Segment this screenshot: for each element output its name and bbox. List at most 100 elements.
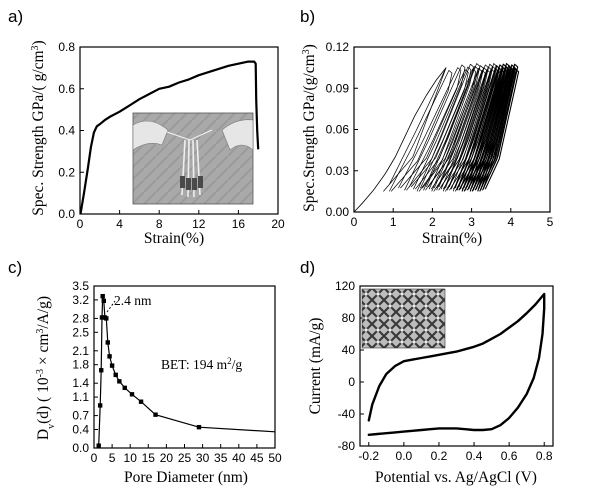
panel-b-x-tick-label: 2: [429, 215, 436, 229]
panel-c-x-tick-label: 30: [196, 451, 210, 465]
panel-a-x-tick-label: 12: [192, 217, 206, 231]
panel-c-y-tick-label: 2.1: [72, 344, 89, 358]
panel-c-x-tick-label: 25: [178, 451, 192, 465]
panel-b-y-tick-label: 0.03: [326, 164, 350, 178]
panel-c-x-tick-label: 40: [232, 451, 246, 465]
panel-c-data-point: [107, 354, 112, 359]
panel-c-data-point: [105, 340, 110, 345]
panel-d-y-tick-label: 40: [342, 343, 356, 357]
panel-b-axes-frame: [353, 46, 551, 213]
panel-d-axes-frame: [359, 285, 554, 447]
panel-c-data-point: [109, 363, 115, 368]
panel-b-x-ticks: 0 1 2 3 4 5: [351, 208, 554, 229]
panel-b-x-tick-label: 4: [507, 215, 514, 229]
panel-d-x-tick-label: 0.4: [466, 449, 483, 463]
panel-c-x-tick-label: 50: [268, 451, 282, 465]
panel-c-y-tick-label: 3.2: [72, 293, 89, 307]
panel-b-x-tick-label: 3: [468, 215, 475, 229]
panel-b-first-cycle-loop: [383, 67, 447, 192]
panel-b-cycle-loop: [398, 67, 462, 189]
panel-a-inset-photo: [132, 112, 254, 205]
panel-c-data-point: [101, 298, 106, 304]
panel-c-x-tick-label: 0: [91, 451, 98, 465]
panel-b-y-tick-label: 0.00: [326, 205, 350, 219]
panel-b-y-tick-label: 0.12: [326, 40, 350, 54]
panel-a-stress-strain-curve: [79, 60, 260, 215]
panel-c-data-point: [100, 293, 105, 299]
panel-d-x-tick-label: -0.2: [358, 449, 379, 463]
panel-b-x-tick-label: 0: [351, 215, 358, 229]
panel-c-data-point: [138, 399, 144, 404]
panel-d-y-axis-title: Current (mA/g): [307, 318, 324, 415]
panel-c-data-point: [96, 443, 101, 448]
panel-b-y-axis-title: Spec.Strength GPa/(g/cm3): [301, 44, 319, 212]
panel-c-x-tick-label: 20: [160, 451, 174, 465]
panel-c-x-tick-label: 10: [124, 451, 138, 465]
panel-c-y-tick-label: 1.1: [72, 390, 89, 404]
panel-b-y-tick-label: 0.06: [326, 123, 350, 137]
panel-b-x-tick-label: 1: [390, 215, 397, 229]
panel-b-label: b): [300, 7, 315, 26]
panel-c-label: c): [8, 258, 22, 277]
panel-d-cv-curve: [367, 292, 546, 436]
panel-c-series: [96, 293, 276, 448]
panel-d-chart: d) -80 -40 0 40 80 120 -0.2 0.0 0.2 0.4 0.6 0.8 Po…: [300, 258, 554, 486]
panel-b-chart: b) 0.00 0.03 0.06 0.09 0.12 0 1 2 3 4 5 Strain(%)…: [300, 7, 554, 247]
panel-c-data-point: [117, 379, 122, 384]
panel-b-x-axis-title: Strain(%): [422, 230, 482, 247]
panel-d-y-ticks: -80 -40 0 40 80 120: [335, 279, 364, 453]
panel-d-y-tick-label: 120: [335, 279, 355, 293]
panel-a-x-tick-label: 8: [156, 217, 163, 231]
panel-b-cycle-loop: [388, 70, 453, 192]
panel-a-y-ticks: 0.0 0.2 0.4 0.6 0.8: [58, 40, 84, 221]
panel-a-label: a): [8, 7, 23, 26]
panel-c-y-tick-label: 3.5: [72, 279, 89, 293]
panel-d-x-tick-label: 0.2: [431, 449, 448, 463]
panel-a-series: [79, 60, 260, 215]
panel-c-y-tick-label: 0.0: [72, 441, 89, 455]
panel-d-x-tick-label: 0.8: [536, 449, 553, 463]
panel-b-y-ticks: 0.00 0.03 0.06 0.09 0.12: [326, 40, 358, 219]
panel-d-label: d): [300, 258, 315, 277]
panel-a-y-tick-label: 0.2: [58, 165, 75, 179]
panel-b-initial-loading-curve: [353, 67, 447, 213]
panel-a-x-tick-label: 20: [271, 217, 285, 231]
panel-a-y-tick-label: 0.0: [58, 207, 75, 221]
panel-c-y-axis-title: Dv(d) ( 10-3 × cm3/A/g): [35, 296, 57, 440]
panel-d-series: [367, 292, 546, 436]
panel-c-data-point: [99, 315, 105, 320]
panel-c-data-point: [97, 403, 103, 408]
panel-c-y-tick-label: 0.4: [72, 422, 89, 436]
panel-d-y-tick-label: -80: [338, 439, 356, 453]
panel-c-y-tick-label: 1.4: [72, 376, 89, 390]
panel-a-x-axis-title: Strain(%): [144, 230, 204, 247]
panel-a-y-tick-label: 0.4: [58, 124, 75, 138]
panel-b-cycle-loop: [482, 68, 520, 190]
panel-c-y-tick-label: 2.5: [72, 325, 89, 339]
panel-b-cycle-loop: [481, 63, 519, 188]
panel-c-x-tick-label: 45: [250, 451, 264, 465]
panel-a-x-ticks: 0 4 8 12 16 20: [77, 210, 285, 231]
panel-c-data-point: [122, 385, 127, 391]
panel-a-axes-frame: [79, 46, 279, 215]
panel-d-x-ticks: -0.2 0.0 0.2 0.4 0.6 0.8: [358, 442, 553, 463]
panel-c-axes-frame: [93, 285, 276, 449]
panel-c-x-axis-title: Pore Diameter (nm): [124, 469, 248, 486]
panel-d-x-tick-label: 0.6: [501, 449, 518, 463]
panel-c-data-point: [99, 368, 104, 373]
panel-c-y-ticks: 0.0 0.40.7 1.11.4 1.82.1 2.52.8 3.23.5: [72, 279, 98, 455]
panel-a-x-tick-label: 16: [232, 217, 246, 231]
panel-d-x-tick-label: 0.0: [396, 449, 413, 463]
panel-d-y-tick-label: 0: [348, 375, 355, 389]
panel-b-x-tick-label: 5: [547, 215, 554, 229]
panel-c-y-tick-label: 0.7: [72, 409, 89, 423]
panel-c-data-point: [104, 316, 109, 321]
panel-b-y-tick-label: 0.09: [326, 81, 350, 95]
panel-a-x-tick-label: 4: [116, 217, 123, 231]
panel-d-y-tick-label: 80: [342, 311, 356, 325]
panel-a-y-axis-title: Spec. Strength GPa/( g/cm3): [30, 40, 48, 215]
panel-c-x-tick-label: 5: [109, 451, 116, 465]
panel-c-data-point: [153, 412, 158, 417]
panel-a-y-tick-label: 0.8: [58, 40, 75, 54]
